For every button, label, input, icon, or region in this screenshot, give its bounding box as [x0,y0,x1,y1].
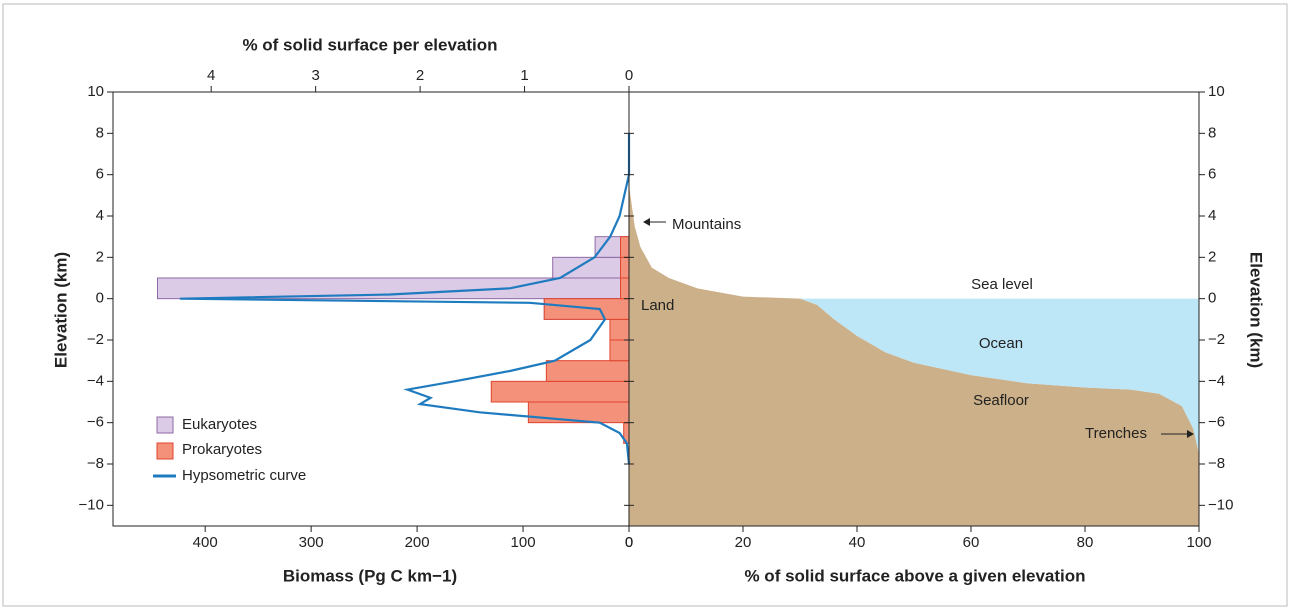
y-tick-label: −8 [87,455,104,472]
bar [545,360,630,382]
annotation: Seafloor [973,392,1029,409]
ocean-area [800,298,1199,454]
y-tick-label: 10 [87,83,104,100]
legend-swatch [156,416,174,434]
arrow-head [1187,430,1194,438]
annotation: Land [641,297,674,314]
y-tick-label: 6 [1208,166,1216,183]
x-tick-label: 400 [193,534,218,551]
annotation: Sea level [971,276,1033,293]
legend-label: Hypsometric curve [182,467,306,484]
x-tick-label: 100 [511,534,536,551]
legend-swatch [156,442,174,460]
land-area [629,185,1199,526]
bar [157,277,630,300]
x2-tick-label: 3 [311,67,319,84]
y-tick-label: 10 [1208,83,1225,100]
y-tick-label: 0 [1208,290,1216,307]
bar [609,318,630,341]
y-tick-label: −4 [1208,372,1225,389]
x-tick-label: 20 [735,534,752,551]
x-tick-label: 60 [963,534,980,551]
y-tick-label: 2 [96,248,104,265]
bar [609,339,630,362]
y-tick-label: −10 [79,496,104,513]
y-axis-label: Elevation (km) [1247,252,1266,368]
y-axis-label: Elevation (km) [51,252,70,368]
y-tick-label: −10 [1208,496,1233,513]
bar [620,256,630,279]
x2-tick-label: 2 [416,67,424,84]
y-tick-label: −2 [87,331,104,348]
y-tick-label: 4 [1208,207,1216,224]
annotation: Ocean [979,335,1023,352]
x-tick-label: 200 [405,534,430,551]
bar [490,380,630,403]
top-axis-label: % of solid surface per elevation [242,35,497,54]
plot-frame [112,91,1200,527]
arrow-head [643,218,650,226]
x-tick-label: 40 [849,534,866,551]
y-tick-label: −6 [1208,414,1225,431]
legend-label: Eukaryotes [182,416,257,433]
bar [620,236,630,258]
frame [2,3,1288,607]
annotation: Trenches [1085,425,1147,442]
bar [543,298,630,320]
legend-label: Prokaryotes [182,441,262,458]
y-tick-label: 2 [1208,248,1216,265]
annotation: Mountains [672,216,741,233]
x-tick-label: 100 [1186,534,1211,551]
y-tick-label: −2 [1208,331,1225,348]
x-tick-label: 80 [1077,534,1094,551]
x2-tick-label: 4 [207,67,215,84]
y-tick-label: −8 [1208,455,1225,472]
x-tick-label: 300 [299,534,324,551]
y-tick-label: −6 [87,414,104,431]
x-axis-label: Biomass (Pg C km−1) [283,566,457,585]
y-tick-label: 0 [96,290,104,307]
bar [620,277,630,300]
bar [527,401,630,424]
hypsometric-line [179,133,631,465]
x-tick-label: 0 [625,534,633,551]
x-tick-label: 0 [625,534,633,551]
x-axis-label: % of solid surface above a given elevati… [744,566,1085,585]
y-tick-label: 6 [96,166,104,183]
y-tick-label: 4 [96,207,104,224]
y-tick-label: 8 [96,124,104,141]
y-tick-label: −4 [87,372,104,389]
x2-tick-label: 1 [520,67,528,84]
x2-tick-label: 0 [625,67,633,84]
y-tick-label: 8 [1208,124,1216,141]
